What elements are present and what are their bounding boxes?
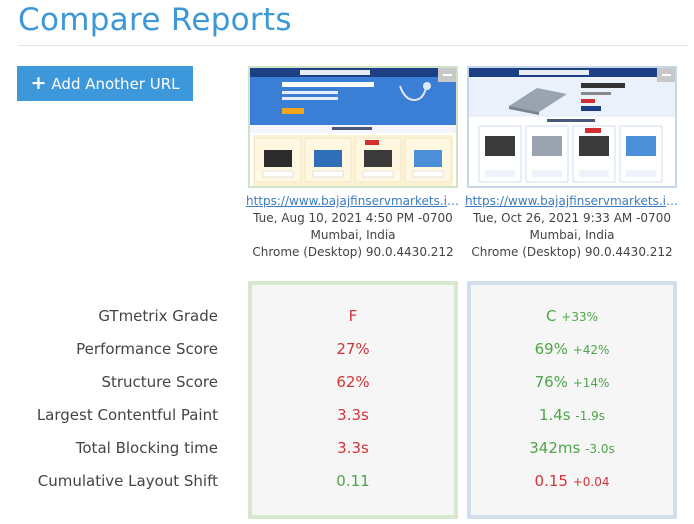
remove-report-1-icon[interactable] — [438, 68, 456, 82]
report-2-lcp-delta: -1.9s — [575, 409, 606, 423]
report-1-structure: 62% — [336, 373, 370, 391]
report-2-grade-row: C +33% — [471, 304, 673, 337]
report-2-browser: Chrome (Desktop) 90.0.4430.212 — [471, 245, 673, 259]
report-2-performance: 69% — [534, 340, 568, 358]
report-1-date: Tue, Aug 10, 2021 4:50 PM -0700 — [253, 211, 453, 225]
add-another-url-label: Add Another URL — [51, 74, 180, 93]
title-divider — [18, 45, 688, 46]
page-title: Compare Reports — [18, 2, 292, 38]
report-2-url-link[interactable]: https://www.bajajfinservmarkets.in/... — [465, 194, 679, 208]
report-2-date: Tue, Oct 26, 2021 9:33 AM -0700 — [473, 211, 671, 225]
report-1-url-link[interactable]: https://www.bajajfinservmarkets.in/... — [246, 194, 460, 208]
report-2-performance-row: 69% +42% — [471, 337, 673, 370]
metric-label-performance-score: Performance Score — [76, 340, 218, 358]
report-2-cls: 0.15 — [534, 472, 568, 490]
report-2-structure-delta: +14% — [572, 376, 610, 390]
report-1-meta: https://www.bajajfinservmarkets.in/... T… — [246, 193, 460, 261]
plus-icon: + — [30, 72, 47, 94]
report-2-thumbnail[interactable] — [467, 66, 677, 188]
report-1-grade: F — [348, 307, 358, 325]
report-2-structure-row: 76% +14% — [471, 370, 673, 403]
metric-label-tbt: Total Blocking time — [75, 439, 218, 457]
metric-label-lcp: Largest Contentful Paint — [36, 406, 218, 424]
report-2-grade: C — [546, 307, 557, 325]
report-2-tbt-delta: -3.0s — [585, 442, 615, 456]
report-2-cls-row: 0.15 +0.04 — [471, 469, 673, 502]
metric-label-cls: Cumulative Layout Shift — [37, 472, 218, 490]
report-2-lcp: 1.4s — [538, 406, 571, 424]
report-2-grade-delta: +33% — [561, 310, 598, 324]
report-2-cls-delta: +0.04 — [572, 475, 610, 489]
report-1-page-preview — [250, 68, 456, 186]
metric-label-gtmetrix-grade: GTmetrix Grade — [98, 307, 218, 325]
metric-labels: GTmetrix Grade Performance Score Structu… — [0, 304, 218, 502]
report-2-page-preview — [469, 68, 675, 186]
report-2-scores-panel: C +33% 69% +42% 76% +14% 1.4s -1.9s 342m… — [467, 281, 677, 519]
report-1-lcp: 3.3s — [337, 406, 369, 424]
metric-label-structure-score: Structure Score — [101, 373, 218, 391]
report-1-scores-panel: F 27% 62% 3.3s 3.3s 0.11 — [248, 281, 458, 519]
report-1-tbt: 3.3s — [337, 439, 369, 457]
report-2-location: Mumbai, India — [529, 228, 615, 242]
report-1-browser: Chrome (Desktop) 90.0.4430.212 — [252, 245, 454, 259]
report-1-cls: 0.11 — [336, 472, 370, 490]
remove-report-2-icon[interactable] — [657, 68, 675, 82]
report-2-tbt: 342ms — [529, 439, 581, 457]
report-2-lcp-row: 1.4s -1.9s — [471, 403, 673, 436]
report-2-performance-delta: +42% — [572, 343, 610, 357]
report-1-performance: 27% — [336, 340, 370, 358]
report-2-structure: 76% — [534, 373, 568, 391]
report-1-thumbnail[interactable] — [248, 66, 458, 188]
report-1-location: Mumbai, India — [310, 228, 396, 242]
report-2-meta: https://www.bajajfinservmarkets.in/... T… — [465, 193, 679, 261]
add-another-url-button[interactable]: + Add Another URL — [17, 66, 193, 101]
report-2-tbt-row: 342ms -3.0s — [471, 436, 673, 469]
